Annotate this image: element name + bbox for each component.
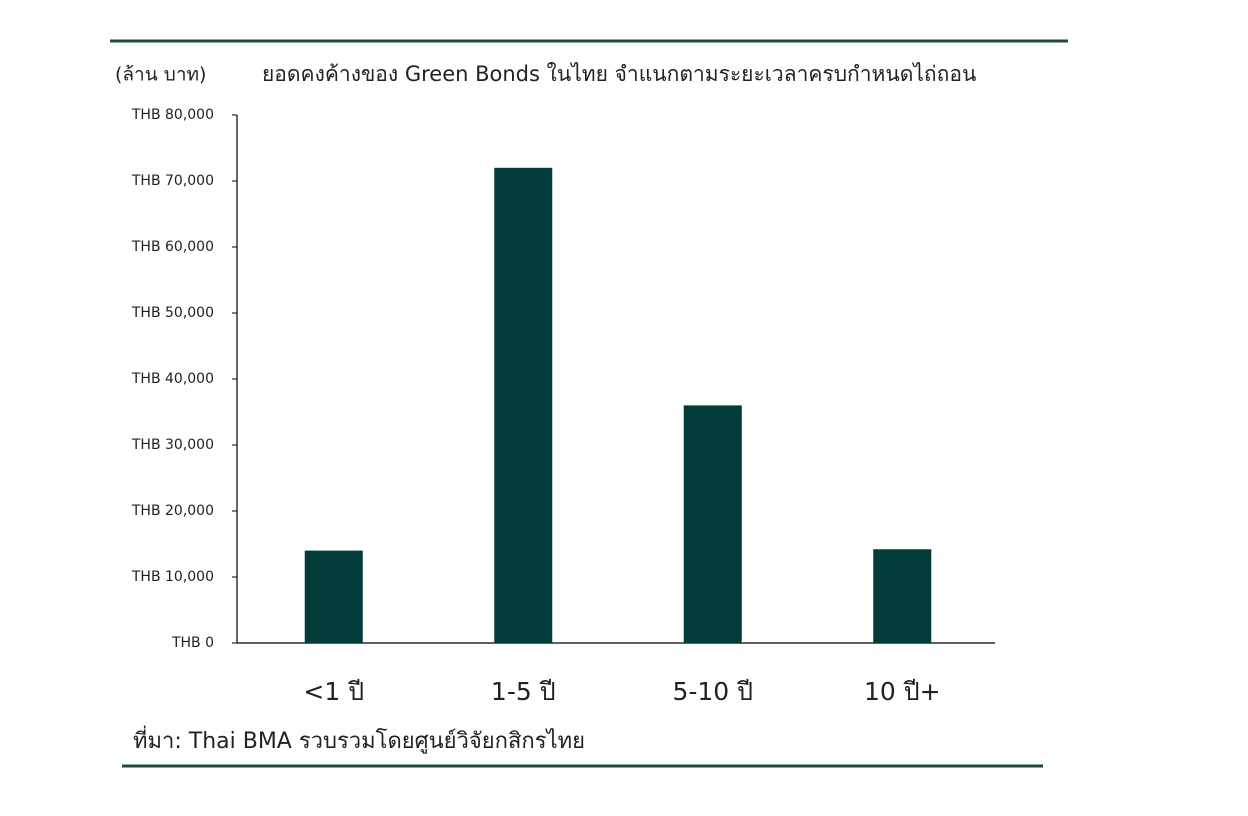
bar — [683, 405, 742, 643]
bar — [304, 550, 363, 643]
y-tick-label: THB 40,000 — [131, 371, 214, 387]
y-tick-label: THB 80,000 — [131, 107, 214, 123]
y-tick-label: THB 30,000 — [131, 437, 214, 453]
x-tick-label: 1-5 ปี — [491, 677, 556, 706]
y-axis-label: (ล้าน บาท) — [115, 64, 206, 86]
bar — [873, 549, 932, 643]
bar — [494, 167, 553, 644]
y-tick-label: THB 70,000 — [131, 173, 214, 189]
x-tick-label: <1 ปี — [303, 677, 364, 706]
y-tick-label: THB 0 — [171, 635, 214, 651]
y-tick-label: THB 60,000 — [131, 239, 214, 255]
x-tick-label: 5-10 ปี — [672, 677, 753, 706]
y-tick-label: THB 50,000 — [131, 305, 214, 321]
chart-title: ยอดคงค้างของ Green Bonds ในไทย จำแนกตามร… — [262, 62, 976, 86]
y-tick-label: THB 10,000 — [131, 569, 214, 585]
source: ที่มา: Thai BMA รวบรวมโดยศูนย์วิจัยกสิกร… — [133, 725, 585, 754]
y-tick-label: THB 20,000 — [131, 503, 214, 519]
x-tick-label: 10 ปี+ — [864, 677, 941, 706]
